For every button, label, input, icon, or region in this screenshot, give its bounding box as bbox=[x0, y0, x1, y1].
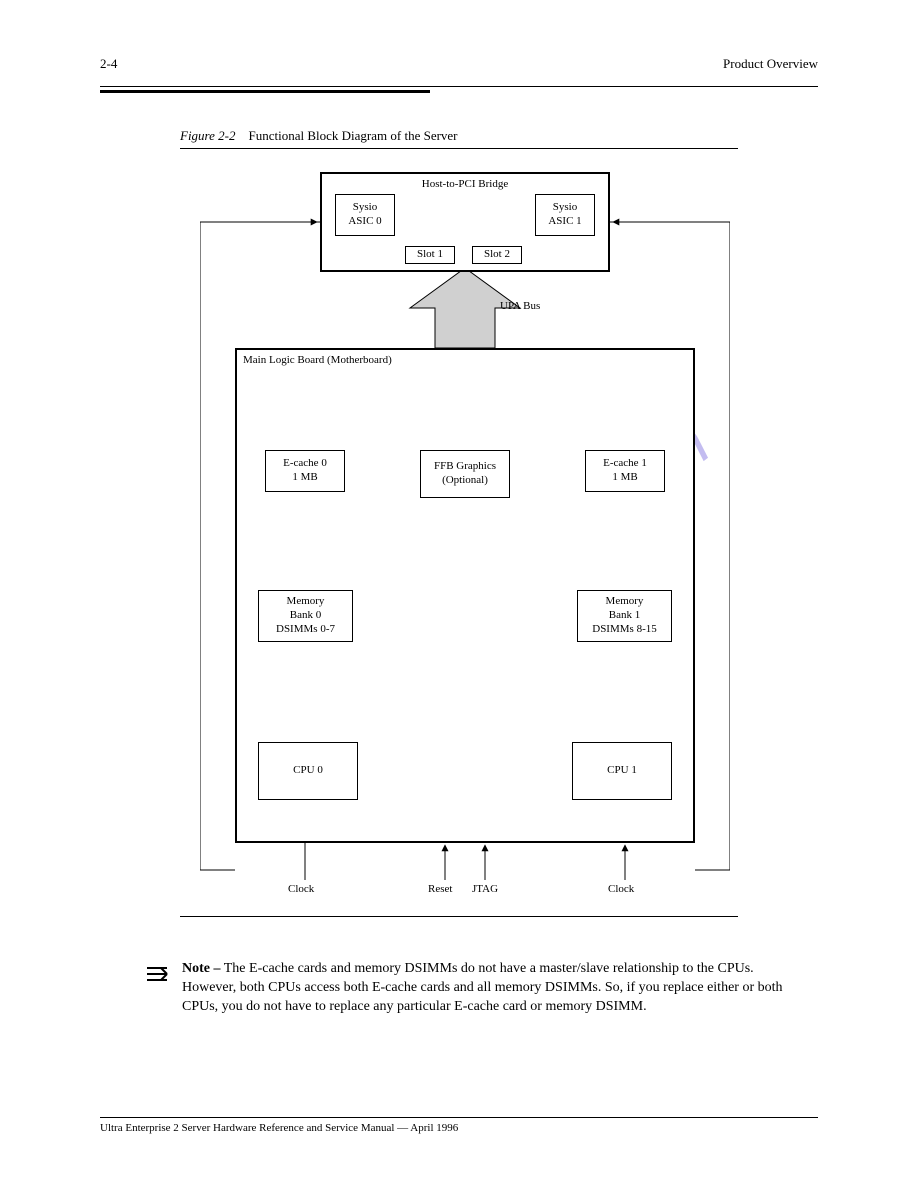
dsimm0-box: Memory Bank 0 DSIMMs 0-7 bbox=[258, 590, 353, 642]
heavy-rule bbox=[100, 90, 430, 93]
slot2-box: Slot 2 bbox=[472, 246, 522, 264]
ecache1-sub: 1 MB bbox=[612, 471, 637, 485]
sysio1-sub: ASIC 1 bbox=[548, 215, 581, 229]
ecache0-title: E-cache 0 bbox=[283, 457, 327, 471]
mobo-label: Main Logic Board (Motherboard) bbox=[243, 354, 699, 368]
page-footer: Ultra Enterprise 2 Server Hardware Refer… bbox=[100, 1117, 818, 1134]
sysio1-box: Sysio ASIC 1 bbox=[535, 194, 595, 236]
dsimm1-sub: DSIMMs 8-15 bbox=[592, 623, 656, 637]
ffb-box: FFB Graphics (Optional) bbox=[420, 450, 510, 498]
figure-top-rule bbox=[180, 148, 738, 149]
sysio1-title: Sysio bbox=[553, 201, 577, 215]
ffb-label: FFB Graphics (Optional) bbox=[434, 460, 496, 488]
slot1-box: Slot 1 bbox=[405, 246, 455, 264]
page-header: 2-4 Product Overview bbox=[100, 56, 818, 72]
slot2-label: Slot 2 bbox=[484, 248, 510, 262]
pci-bridge-label: Host-to-PCI Bridge bbox=[322, 178, 608, 192]
sysio0-sub: ASIC 0 bbox=[348, 215, 381, 229]
slot1-label: Slot 1 bbox=[417, 248, 443, 262]
clock-label-right: Clock bbox=[608, 883, 634, 896]
dsimm1-box: Memory Bank 1 DSIMMs 8-15 bbox=[577, 590, 672, 642]
cpu0-box: CPU 0 bbox=[258, 742, 358, 800]
note-heading: Note – bbox=[182, 961, 221, 976]
dsimm0-title: Memory Bank 0 bbox=[287, 595, 325, 623]
upa-bus-label: UPA Bus bbox=[500, 300, 540, 313]
note-text: The E-cache cards and memory DSIMMs do n… bbox=[182, 961, 783, 1014]
cpu0-label: CPU 0 bbox=[293, 764, 323, 778]
header-left: 2-4 bbox=[100, 56, 117, 72]
sysio0-box: Sysio ASIC 0 bbox=[335, 194, 395, 236]
ecache0-sub: 1 MB bbox=[292, 471, 317, 485]
clock-label-left: Clock bbox=[288, 883, 314, 896]
dsimm0-sub: DSIMMs 0-7 bbox=[276, 623, 335, 637]
figure-caption-text: Functional Block Diagram of the Server bbox=[248, 128, 457, 143]
page-rule bbox=[100, 86, 818, 87]
jtag-label: JTAG bbox=[472, 883, 498, 896]
figure-caption: Figure 2-2 Functional Block Diagram of t… bbox=[180, 128, 458, 144]
header-right: Product Overview bbox=[723, 56, 818, 72]
ecache1-box: E-cache 1 1 MB bbox=[585, 450, 665, 492]
note-body: Note – The E-cache cards and memory DSIM… bbox=[182, 960, 788, 1017]
cpu1-label: CPU 1 bbox=[607, 764, 637, 778]
reset-label: Reset bbox=[428, 883, 452, 896]
figure-bottom-rule bbox=[180, 916, 738, 917]
sysio0-title: Sysio bbox=[353, 201, 377, 215]
cpu1-box: CPU 1 bbox=[572, 742, 672, 800]
diagram-container: Host-to-PCI Bridge Sysio ASIC 0 Sysio AS… bbox=[200, 160, 730, 900]
dsimm1-title: Memory Bank 1 bbox=[606, 595, 644, 623]
ecache0-box: E-cache 0 1 MB bbox=[265, 450, 345, 492]
figure-caption-prefix: Figure 2-2 bbox=[180, 128, 235, 143]
footer-left: Ultra Enterprise 2 Server Hardware Refer… bbox=[100, 1122, 458, 1134]
ecache1-title: E-cache 1 bbox=[603, 457, 647, 471]
